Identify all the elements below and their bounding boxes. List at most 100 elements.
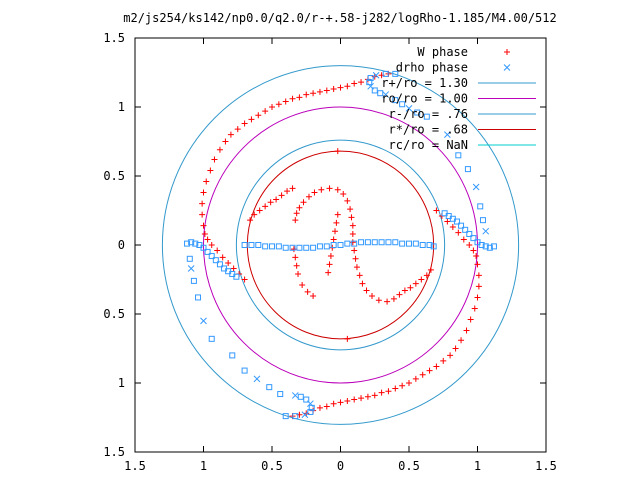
w-phase-point-121 — [426, 367, 433, 374]
w-phase-point-81 — [234, 126, 241, 133]
drho-phase-point-21 — [385, 239, 392, 246]
drho-phase-point-15 — [344, 240, 351, 247]
drho-phase-point-30 — [188, 239, 195, 246]
data-points — [184, 70, 497, 420]
w-phase-point-134 — [473, 253, 480, 260]
w-phase-point-95 — [214, 247, 221, 254]
w-phase-point-94 — [208, 242, 215, 248]
w-phase-point-23 — [375, 297, 382, 304]
drho-phase-point-63 — [382, 91, 390, 98]
legend-label-2: r+/ro = 1.30 — [381, 76, 468, 90]
w-phase-point-71 — [303, 91, 310, 98]
w-phase-point-127 — [463, 327, 470, 334]
w-phase-point-32 — [427, 266, 434, 273]
w-phase-point-44 — [262, 203, 269, 210]
w-phase-point-66 — [337, 84, 344, 91]
w-phase-point-77 — [262, 108, 269, 115]
circle-3 — [246, 150, 435, 340]
w-phase-point-30 — [418, 276, 425, 283]
w-phase-point-5 — [311, 189, 318, 196]
drho-phase-point-13 — [330, 242, 337, 248]
w-phase-point-16 — [351, 247, 358, 254]
chart-title: m2/js254/ks142/np0.0/q2.0/r-+.58-j282/lo… — [123, 11, 556, 25]
w-phase-point-135 — [470, 247, 477, 254]
w-phase-point-68 — [323, 87, 330, 94]
drho-phase-point-55 — [392, 70, 399, 77]
w-phase-point-25 — [390, 295, 397, 302]
x-tick-label: 0.5 — [398, 459, 420, 473]
w-phase-point-65 — [344, 83, 351, 90]
w-phase-point-129 — [471, 305, 478, 312]
drho-phase-point-25 — [412, 240, 419, 247]
w-phase-point-21 — [363, 287, 370, 294]
w-phase-point-98 — [230, 265, 237, 272]
w-phase-point-14 — [349, 230, 356, 237]
w-phase-point-74 — [282, 98, 289, 105]
w-phase-point-50 — [290, 246, 297, 253]
drho-phase-point-1 — [248, 242, 255, 248]
w-phase-point-79 — [248, 116, 255, 123]
w-phase-point-9 — [340, 190, 347, 197]
drho-phase-point-92 — [241, 367, 248, 374]
drho-phase-point-46 — [474, 239, 481, 246]
w-phase-point-39 — [333, 219, 340, 226]
w-phase-point-72 — [296, 94, 303, 101]
w-phase-point-63 — [358, 79, 365, 86]
w-phase-point-112 — [364, 393, 371, 400]
drho-phase-point-5 — [275, 243, 282, 250]
drho-phase-point-44 — [482, 243, 489, 250]
w-phase-point-34 — [326, 261, 333, 268]
w-phase-point-42 — [251, 211, 258, 218]
w-phase-point-2 — [296, 204, 303, 211]
w-phase-point-43 — [256, 207, 263, 214]
drho-phase-point-41 — [233, 273, 240, 280]
w-phase-point-58 — [344, 335, 351, 342]
drho-phase-point-16 — [351, 240, 358, 247]
drho-phase-point-17 — [358, 239, 365, 246]
drho-phase-point-33 — [200, 244, 207, 251]
w-phase-point-85 — [211, 156, 218, 163]
w-phase-point-33 — [325, 269, 332, 276]
w-phase-point-140 — [444, 218, 451, 225]
drho-phase-point-73 — [392, 97, 399, 104]
legend-label-5: r*/ro = .68 — [389, 123, 468, 137]
drho-phase-point-58 — [367, 75, 374, 82]
y-tick-label: 1 — [118, 376, 125, 390]
y-tick-label: 0 — [118, 238, 125, 252]
drho-phase-point-90 — [482, 227, 490, 235]
w-phase-point-73 — [289, 95, 296, 102]
drho-phase-point-28 — [430, 243, 437, 250]
drho-phase-point-93 — [253, 375, 261, 383]
w-phase-point-115 — [385, 388, 392, 395]
w-phase-point-137 — [460, 236, 467, 243]
w-phase-point-11 — [347, 206, 354, 213]
drho-phase-point-23 — [399, 240, 406, 247]
w-phase-point-18 — [353, 264, 360, 271]
w-phase-point-118 — [406, 380, 412, 386]
w-phase-point-7 — [326, 185, 333, 192]
drho-phase-point-77 — [423, 113, 430, 120]
drho-phase-point-7 — [289, 244, 296, 251]
w-phase-point-22 — [369, 293, 376, 300]
drho-phase-point-34 — [204, 248, 211, 255]
w-phase-point-28 — [407, 284, 414, 291]
x-tick-label: 1 — [200, 459, 207, 473]
w-phase-point-31 — [423, 272, 430, 279]
drho-phase-point-64 — [282, 413, 289, 420]
drho-phase-point-37 — [216, 261, 223, 268]
drho-phase-point-10 — [310, 244, 317, 251]
drho-phase-point-49 — [462, 226, 469, 233]
drho-phase-point-26 — [419, 242, 426, 248]
w-phase-point-4 — [305, 193, 312, 200]
w-phase-point-87 — [203, 178, 210, 185]
drho-phase-point-87 — [472, 183, 480, 191]
drho-phase-point-82 — [190, 277, 197, 284]
drho-phase-point-56 — [382, 70, 389, 77]
legend-label-4: r-/ro = .76 — [389, 107, 468, 121]
drho-phase-point-8 — [296, 244, 303, 251]
drho-phase-point-54 — [441, 210, 448, 217]
w-phase-point-8 — [334, 186, 341, 193]
w-phase-point-6 — [318, 186, 325, 193]
w-phase-point-119 — [412, 375, 419, 382]
